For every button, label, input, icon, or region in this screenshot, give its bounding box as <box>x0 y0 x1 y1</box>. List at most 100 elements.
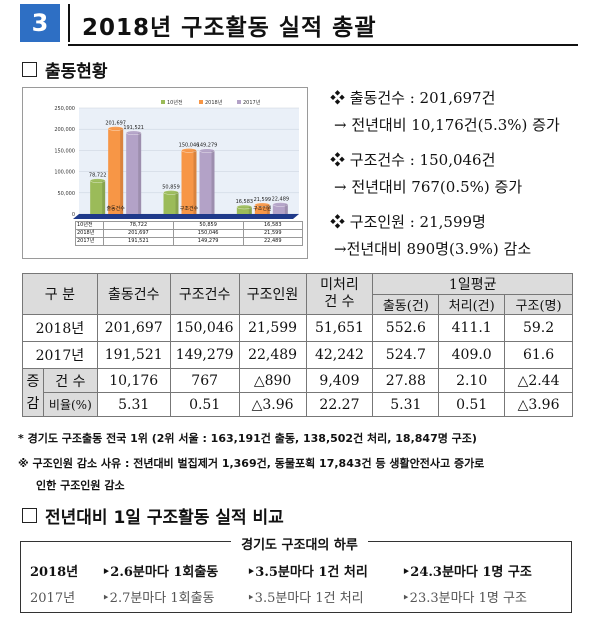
compare-process: ‣3.5분마다 1건 처리 <box>247 591 364 606</box>
stat-dispatch-change: → 전년대비 10,176건(5.3%) 증가 <box>334 116 560 134</box>
stat-persons-change: →전년대비 890명(3.9%) 감소 <box>334 240 532 258</box>
x-category-label: 구조인원 <box>253 205 272 212</box>
legend-label: 2017년 <box>243 99 261 106</box>
bar <box>163 192 179 214</box>
header-unprocessed: 미처리 건 수 <box>305 273 374 315</box>
chart-table-row: 10년전 78,722 50,859 16,583 <box>75 221 303 230</box>
cell: 191,521 <box>96 341 171 369</box>
bar <box>272 204 288 214</box>
cell: 9,409 <box>305 368 374 393</box>
chart-table-cell: 201,697 <box>103 229 174 238</box>
compare-rescue: ‣23.3분마다 1명 구조 <box>402 591 527 606</box>
compare-title-text: 경기도 구조대의 하루 <box>231 538 368 553</box>
legend-label: 10년전 <box>167 99 183 106</box>
bar-value-label: 150,046 <box>179 142 200 148</box>
legend-label: 2018년 <box>205 99 223 106</box>
cell: 524.7 <box>372 341 440 369</box>
summary-table: 구 분 출동건수 구조건수 구조인원 미처리 건 수 1일평균 출동(건) 처리… <box>22 273 573 417</box>
bar-top <box>163 190 179 195</box>
section-dispatch-status: 출동현황 <box>22 57 108 82</box>
cell: 59.2 <box>504 314 573 342</box>
header-daily-rescue: 구조(명) <box>504 294 573 315</box>
chart-table-cell: 191,521 <box>103 237 174 246</box>
bar-value-label: 191,521 <box>123 125 144 131</box>
section-daily-comparison: 전년대비 1일 구조활동 실적 비교 <box>22 503 284 528</box>
cell: 2.10 <box>438 368 506 393</box>
x-category-label: 출동건수 <box>106 205 125 212</box>
table-row: 2017년 191,521 149,279 22,489 42,242 524.… <box>22 341 573 369</box>
bar-shade <box>138 132 142 214</box>
compare-rescue: ‣24.3분마다 1명 구조 <box>402 565 532 580</box>
cell: 5.31 <box>372 392 440 417</box>
cell: △3.96 <box>238 392 307 417</box>
bar <box>181 150 197 214</box>
bar-shade <box>284 204 288 214</box>
table-row: 증 감 건 수 10,176 767 △890 9,409 27.88 2.10… <box>22 368 573 417</box>
cell: 409.0 <box>438 341 506 369</box>
chart-table-cell: 78,722 <box>103 221 174 230</box>
bar-top <box>125 130 142 135</box>
compare-dispatch: ‣2.7분마다 1회출동 <box>102 591 215 606</box>
cell: 411.1 <box>438 314 506 342</box>
compare-dispatch: ‣2.6분마다 1회출동 <box>102 565 219 580</box>
bar-shade <box>102 180 106 214</box>
chart-table-cell: 21,599 <box>242 229 303 238</box>
cell: 552.6 <box>372 314 440 342</box>
y-tick-label: 250,000 <box>54 106 75 112</box>
bar-value-label: 78,722 <box>89 173 107 179</box>
header-unprocessed-line1: 미처리 <box>320 277 359 293</box>
bar-top <box>181 148 197 153</box>
chart-table-cell: 150,046 <box>172 229 244 238</box>
change-group-char2: 감 <box>26 395 40 412</box>
bar-shade <box>175 192 179 214</box>
cell: △3.96 <box>504 392 573 417</box>
table-row: 2018년 201,697 150,046 21,599 51,651 552.… <box>22 314 573 342</box>
x-category-label: 구조건수 <box>180 205 199 212</box>
header-rescue: 구조건수 <box>169 273 240 315</box>
header-daily-average: 1일평균 <box>372 273 573 295</box>
cell: 21,599 <box>238 314 307 342</box>
y-tick-label: 100,000 <box>54 170 75 176</box>
stat-persons: ❖ 구조인원 : 21,599명 <box>330 213 486 231</box>
bar-shade <box>211 150 215 214</box>
bar-top <box>272 202 289 207</box>
cell: 0.51 <box>169 392 240 417</box>
section-number-badge: 3 <box>20 4 60 42</box>
bar-chart: 250,000 200,000 150,000 100,000 50,000 0 10년전 2… <box>22 87 308 259</box>
cell: 149,279 <box>169 341 240 369</box>
page-title: 2018년 구조활동 실적 총괄 <box>82 15 377 41</box>
note-reason: ※ 구조인원 감소 사유 : 전년대비 벌집제거 1,369건, 동물포획 17… <box>18 457 485 470</box>
bar-value-label: 50,859 <box>162 184 180 190</box>
bar-value-label: 21,599 <box>254 197 272 203</box>
header-unprocessed-line2: 건 수 <box>324 294 355 310</box>
chart-table-cell: 149,279 <box>172 237 244 246</box>
header-divider <box>68 4 70 42</box>
cell: 5.31 <box>96 392 171 417</box>
note-reason-cont: 인한 구조인원 감소 <box>36 479 125 492</box>
section-title-text: 전년대비 1일 구조활동 실적 비교 <box>45 508 284 528</box>
bar-value-label: 16,583 <box>236 199 254 205</box>
bar-value-label: 22,489 <box>272 196 290 202</box>
y-tick-label: 50,000 <box>58 191 76 197</box>
cell: 51,651 <box>305 314 374 342</box>
cell: △890 <box>238 368 307 393</box>
y-tick-label: 150,000 <box>54 148 75 154</box>
stat-dispatch: ❖ 출동건수 : 201,697건 <box>330 89 496 107</box>
y-tick-label: 0 <box>72 212 75 218</box>
chart-canvas: 250,000 200,000 150,000 100,000 50,000 0 10년전 2… <box>54 99 299 219</box>
cell: 0.51 <box>438 392 506 417</box>
chart-table-cell: 50,859 <box>172 221 244 230</box>
chart-table-cell: 16,583 <box>242 221 303 230</box>
bar-shade <box>248 206 252 214</box>
bar-top <box>199 148 215 153</box>
bar <box>236 206 252 214</box>
compare-title: 경기도 구조대의 하루 <box>0 534 599 553</box>
bar-shade <box>193 150 197 214</box>
bar-shade <box>266 204 270 214</box>
bar-top <box>254 202 271 208</box>
stat-rescue-change: → 전년대비 767(0.5%) 증가 <box>334 178 523 196</box>
legend-swatch <box>237 100 241 104</box>
bar <box>90 180 106 214</box>
header-underline <box>68 44 578 46</box>
table-row: 비율(%) 5.31 0.51 △3.96 22.27 5.31 0.51 △3… <box>23 392 573 417</box>
